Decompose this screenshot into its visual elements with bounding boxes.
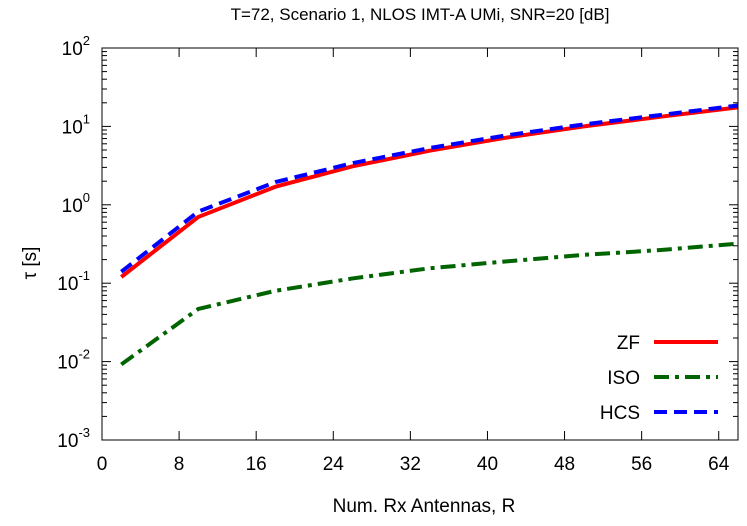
x-tick-label: 48 [554, 454, 575, 475]
y-tick-exponent: -1 [78, 268, 90, 283]
legend-label-hcs: HCS [600, 403, 640, 424]
chart-title: T=72, Scenario 1, NLOS IMT-A UMi, SNR=20… [231, 5, 610, 24]
y-tick-base: 10 [57, 353, 78, 374]
x-tick-label: 0 [97, 454, 108, 475]
x-tick-label: 24 [323, 454, 345, 475]
y-tick-label: 10-1 [57, 268, 90, 295]
plot-lines [120, 103, 739, 367]
plot-frame [101, 47, 739, 441]
series-line-hcs [120, 103, 739, 274]
y-tick-base: 10 [62, 117, 83, 138]
x-axis-label: Num. Rx Antennas, R [333, 496, 516, 517]
axis-ticks [101, 47, 738, 441]
series-line-iso [120, 241, 739, 367]
y-tick-exponent: 0 [83, 190, 90, 205]
y-tick-base: 10 [62, 196, 83, 217]
y-tick-label: 101 [62, 111, 90, 138]
x-tick-label: 8 [174, 454, 185, 475]
legend-label-zf: ZF [617, 333, 640, 354]
legend: ZF ISO HCS [600, 333, 718, 424]
y-tick-exponent: -3 [78, 425, 90, 440]
x-tick-label: 32 [400, 454, 421, 475]
y-tick-exponent: 2 [83, 33, 90, 48]
y-tick-exponent: 1 [83, 111, 90, 126]
y-tick-base: 10 [57, 274, 78, 295]
x-tick-label: 40 [477, 454, 498, 475]
series-line-zf [120, 105, 739, 279]
y-tick-base: 10 [57, 431, 78, 452]
x-tick-label: 16 [246, 454, 267, 475]
y-tick-base: 10 [62, 39, 83, 60]
x-tick-label: 64 [708, 454, 730, 475]
y-tick-label: 102 [62, 33, 90, 60]
y-tick-label: 100 [62, 190, 90, 217]
y-tick-label: 10-2 [57, 347, 90, 374]
y-tick-exponent: -2 [78, 347, 90, 362]
y-axis-label: τ [s] [20, 247, 41, 280]
x-tick-label: 56 [631, 454, 652, 475]
legend-label-iso: ISO [607, 368, 640, 389]
x-tick-labels: 0 8 16 24 32 40 48 56 64 [97, 454, 730, 475]
y-tick-label: 10-3 [57, 425, 90, 452]
